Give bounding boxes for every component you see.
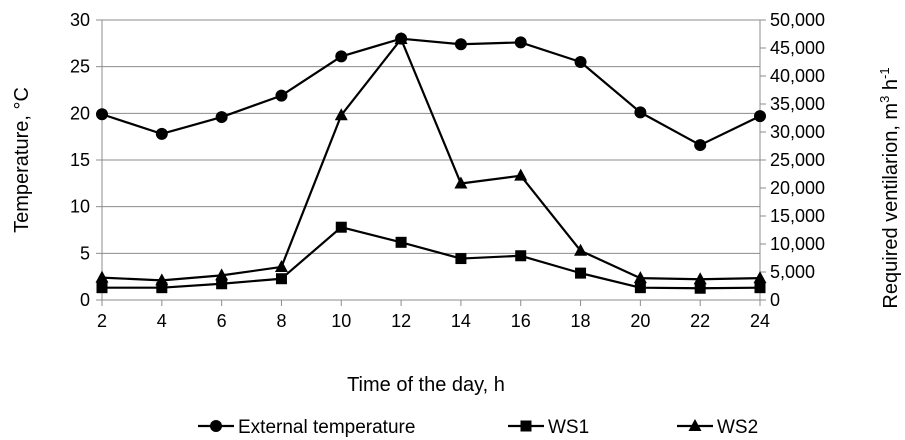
y-left-tick-label: 0 [80,290,90,310]
data-point [693,272,707,285]
data-point [335,50,348,63]
series-ws1 [96,221,766,294]
y-right-tick-label: 40,000 [770,66,825,86]
x-tick-label: 20 [630,311,650,331]
axes [96,19,766,306]
series-ws2 [95,32,767,286]
data-point [95,270,109,283]
data-point [514,168,528,181]
x-tick-label: 18 [571,311,591,331]
x-tick-label: 8 [276,311,286,331]
y-right-tick-label: 15,000 [770,206,825,226]
legend-item: External temperature [198,417,415,438]
y-right-tick-label: 30,000 [770,122,825,142]
data-point [694,282,706,294]
y-right-tick-label: 20,000 [770,178,825,198]
y-left-tick-label: 30 [70,10,90,30]
data-point [96,108,108,121]
legend-marker [210,420,222,432]
data-point [334,108,348,121]
y-axis-right-title-main: Required ventilarion, m [880,103,902,309]
y-right-tick-label: 35,000 [770,94,825,114]
y-right-tick-label: 0 [770,290,780,310]
legend-label: WS2 [717,417,758,438]
y-axis-left-title: Temperature, °C [11,87,33,233]
data-point [754,282,766,294]
legend-label: WS1 [548,417,589,438]
data-point [514,36,527,49]
data-point [155,273,169,286]
y-right-tick-label: 5,000 [770,262,815,282]
data-point [634,106,647,119]
x-tick-label: 2 [97,311,107,331]
series-line [101,37,761,282]
data-point [754,110,766,123]
tick-labels: 0 5 10 15 20 25 30 0 5,000 10,000 15,000 20,000 25,0… [70,10,825,331]
data-point [574,243,588,256]
data-point [275,273,287,285]
y-left-tick-label: 20 [70,103,90,123]
data-point [633,271,647,284]
data-point [515,250,527,262]
y-left-tick-label: 5 [80,243,90,263]
data-point [455,253,467,265]
legend-label: External temperature [238,417,415,438]
data-point [634,282,646,294]
x-tick-label: 12 [391,311,411,331]
y-axis-right-title-sup1: 3 [877,96,892,103]
y-axis-right-title-mid: h [880,79,902,96]
y-left-tick-label: 25 [70,57,90,77]
data-point [574,56,587,68]
legend: External temperature WS1 WS2 [198,417,758,438]
data-point [335,221,347,233]
x-tick-label: 10 [331,311,351,331]
x-axis-title: Time of the day, h [347,374,505,396]
x-tick-label: 24 [750,311,770,331]
y-right-tick-label: 10,000 [770,234,825,254]
data-point [155,127,168,140]
x-tick-label: 14 [451,311,471,331]
series-lines [95,32,767,294]
data-point [694,139,707,152]
y-right-tick-label: 25,000 [770,150,825,170]
data-point [156,282,168,294]
data-point [275,89,288,102]
y-axis-right-title: Required ventilarion, m3 h-1 [877,67,902,308]
x-tick-label: 22 [690,311,710,331]
series-line [102,226,761,290]
data-point [274,259,288,272]
y-left-tick-label: 10 [70,197,90,217]
legend-marker [688,419,702,431]
y-right-tick-label: 45,000 [770,38,825,58]
y-axis-right-title-sup2: -1 [877,67,892,79]
x-tick-label: 16 [511,311,531,331]
data-point [454,38,467,51]
data-point [395,236,407,248]
legend-item: WS2 [677,417,758,438]
x-tick-label: 6 [217,311,227,331]
y-left-tick-label: 15 [70,150,90,170]
data-point [215,111,228,124]
gridlines [102,19,760,254]
x-tick-label: 4 [157,311,167,331]
data-point [753,271,767,284]
data-point [216,278,228,290]
data-point [96,282,108,294]
data-point [215,268,229,281]
data-point [575,267,587,279]
data-point [394,32,408,45]
legend-item: WS1 [508,417,589,438]
series-external-temperature [96,32,766,152]
legend-marker [520,420,532,432]
data-point [454,176,468,189]
y-right-tick-label: 50,000 [770,10,825,30]
series-line [101,37,761,147]
